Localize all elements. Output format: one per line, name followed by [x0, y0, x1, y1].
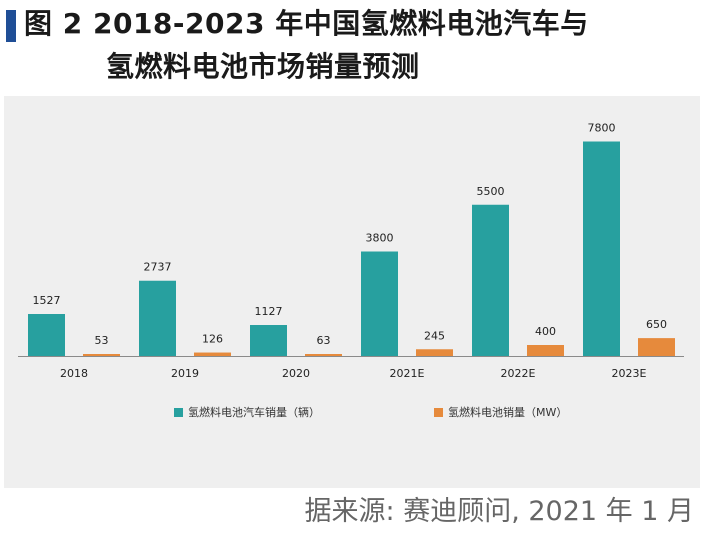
x-tick-label-2023E: 2023E [612, 367, 647, 380]
legend-item-fuel-cells: 氢燃料电池销量（MW） [434, 404, 567, 420]
figure-label: 图 2 [24, 7, 83, 40]
legend-label-vehicles: 氢燃料电池汽车销量（辆） [188, 406, 320, 419]
data-label-vehicles-2019: 2737 [144, 261, 172, 274]
x-tick-label-2021E: 2021E [390, 367, 425, 380]
data-label-vehicles-2018: 1527 [33, 294, 61, 307]
bar-vehicles-2018 [28, 314, 65, 356]
legend-label-fuel-cells: 氢燃料电池销量（MW） [448, 406, 568, 419]
data-label-fuel-cells-2021E: 245 [424, 329, 445, 342]
data-label-fuel-cells-2019: 126 [202, 333, 223, 346]
bar-fuel-cells-2023E [638, 338, 675, 356]
legend-swatch-fuel-cells [434, 407, 443, 417]
data-label-fuel-cells-2022E: 400 [535, 325, 556, 338]
data-label-vehicles-2021E: 3800 [366, 232, 394, 245]
figure-title-line-2: 氢燃料电池市场销量预测 [106, 50, 420, 83]
x-tick-label-2019: 2019 [171, 367, 199, 380]
bar-vehicles-2023E [583, 141, 620, 356]
bar-vehicles-2019 [139, 280, 176, 356]
x-tick-label-2020: 2020 [282, 367, 310, 380]
chart-panel: 1527 53 2018 2737 126 2019 1127 63 2020 3800 245 20… [4, 96, 700, 488]
legend-item-vehicles: 氢燃料电池汽车销量（辆） [174, 404, 320, 420]
x-tick-label-2018: 2018 [60, 367, 88, 380]
bar-fuel-cells-2020 [305, 354, 342, 356]
source-note: 据来源: 赛迪顾问, 2021 年 1 月 [304, 496, 694, 527]
figure-title-text-1: 2018-2023 年中国氢燃料电池汽车与 [92, 7, 589, 40]
bar-vehicles-2020 [250, 325, 287, 356]
data-label-vehicles-2023E: 7800 [588, 122, 616, 135]
title-accent-bar [6, 10, 16, 42]
bar-fuel-cells-2018 [83, 354, 120, 356]
data-label-fuel-cells-2020: 63 [317, 334, 331, 347]
data-label-vehicles-2022E: 5500 [477, 185, 505, 198]
figure-title-line-1: 图 2 2018-2023 年中国氢燃料电池汽车与 [24, 7, 589, 41]
bar-vehicles-2022E [472, 204, 509, 356]
bar-vehicles-2021E [361, 251, 398, 356]
bar-fuel-cells-2021E [416, 349, 453, 356]
data-label-fuel-cells-2018: 53 [95, 334, 109, 347]
x-tick-label-2022E: 2022E [501, 367, 536, 380]
data-label-vehicles-2020: 1127 [255, 305, 283, 318]
bar-fuel-cells-2022E [527, 345, 564, 356]
bar-fuel-cells-2019 [194, 352, 231, 356]
bar-chart: 1527 53 2018 2737 126 2019 1127 63 2020 3800 245 20… [18, 122, 684, 380]
data-label-fuel-cells-2023E: 650 [646, 318, 667, 331]
legend-swatch-vehicles [174, 407, 183, 417]
